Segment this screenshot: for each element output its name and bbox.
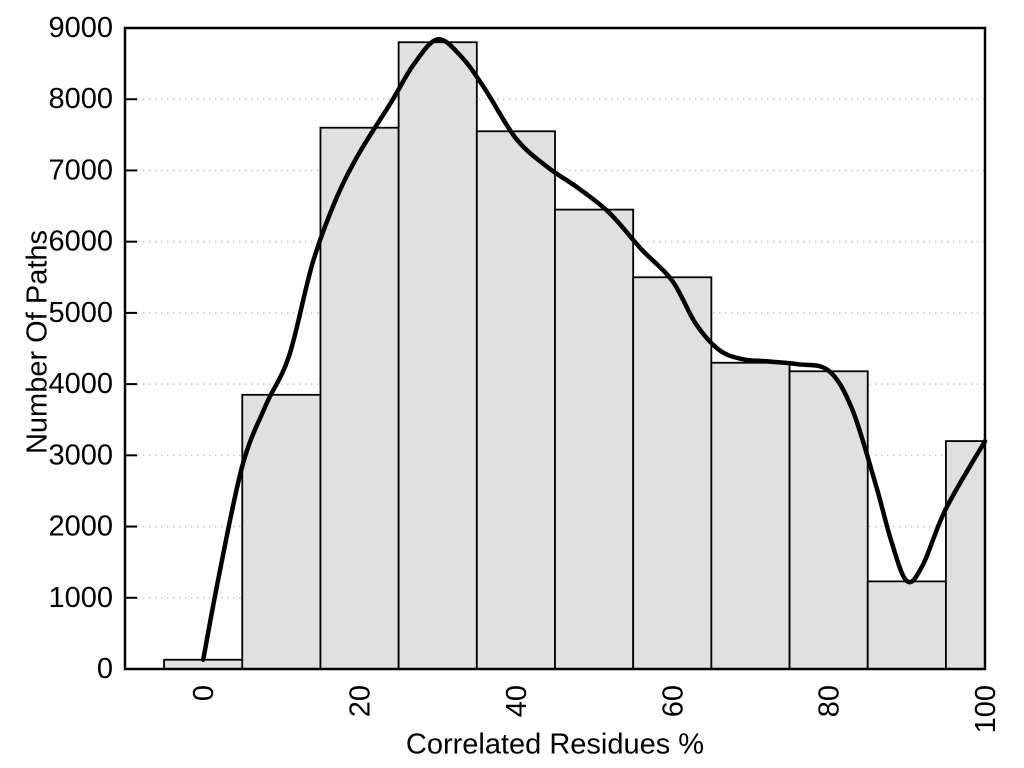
- histogram-bar: [632, 276, 713, 670]
- y-tick-label: 3000: [48, 439, 113, 471]
- plot-border: [123, 26, 987, 671]
- y-tick-label: 5000: [48, 297, 113, 329]
- histogram-bar: [397, 41, 478, 670]
- histogram-bar: [319, 126, 400, 670]
- x-tick-label: 80: [814, 685, 846, 717]
- histogram-bar: [866, 580, 947, 670]
- histogram-bar: [475, 130, 556, 670]
- histogram-bar: [710, 361, 791, 670]
- x-tick-label: 0: [188, 685, 220, 701]
- y-tick-label: 9000: [48, 12, 113, 44]
- y-tick-label: 4000: [48, 368, 113, 400]
- y-tick-label: 7000: [48, 154, 113, 186]
- histogram-bar: [554, 208, 635, 670]
- trend-curve: [200, 37, 988, 662]
- x-tick-label: 100: [970, 685, 1002, 733]
- y-tick-label: 1000: [48, 582, 113, 614]
- x-tick-label: 40: [501, 685, 533, 717]
- x-tick-label: 60: [657, 685, 689, 717]
- y-axis-title: Number Of Paths: [21, 229, 54, 455]
- y-tick-label: 2000: [48, 511, 113, 543]
- y-tick-label: 8000: [48, 83, 113, 115]
- y-tick-label: 6000: [48, 226, 113, 258]
- x-tick-label: 20: [345, 685, 377, 717]
- y-tick-label: 0: [97, 653, 113, 685]
- x-axis-title: Correlated Residues %: [405, 728, 705, 761]
